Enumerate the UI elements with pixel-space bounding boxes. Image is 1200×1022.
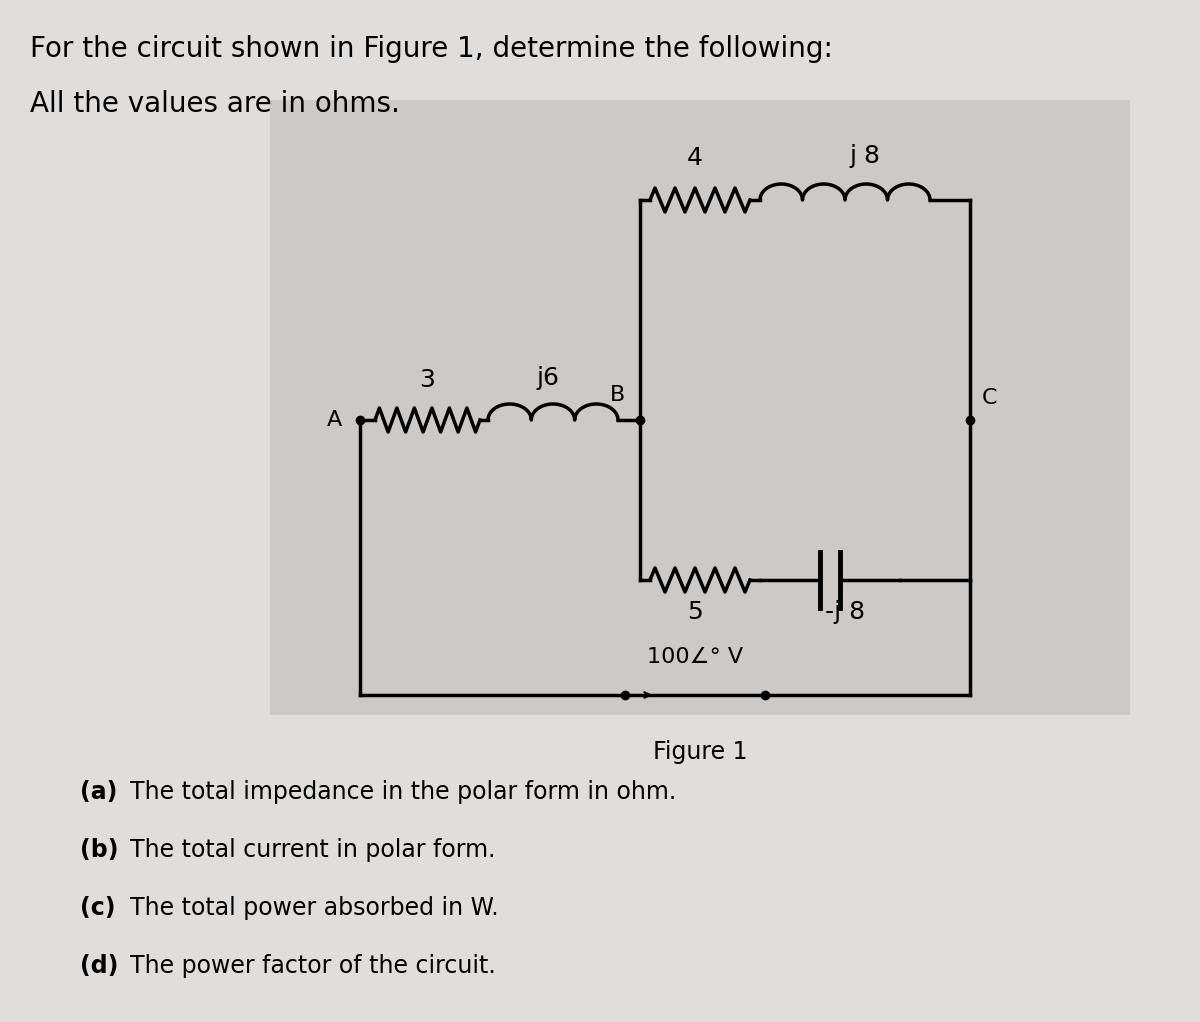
- Text: -j 8: -j 8: [824, 600, 865, 624]
- Text: (d): (d): [80, 954, 119, 978]
- Text: C: C: [982, 388, 997, 408]
- Text: 100∠° V: 100∠° V: [647, 647, 743, 667]
- Text: 5: 5: [688, 600, 703, 624]
- FancyBboxPatch shape: [270, 100, 1130, 715]
- Text: 3: 3: [420, 368, 436, 392]
- Text: j 8: j 8: [850, 144, 881, 168]
- Text: A: A: [326, 410, 342, 430]
- Text: The total current in polar form.: The total current in polar form.: [130, 838, 496, 862]
- Text: 4: 4: [686, 146, 703, 170]
- Text: The total impedance in the polar form in ohm.: The total impedance in the polar form in…: [130, 780, 677, 804]
- Text: For the circuit shown in Figure 1, determine the following:: For the circuit shown in Figure 1, deter…: [30, 35, 833, 63]
- Text: (c): (c): [80, 896, 115, 920]
- Text: (b): (b): [80, 838, 119, 862]
- Text: j6: j6: [536, 366, 559, 390]
- Text: The total power absorbed in W.: The total power absorbed in W.: [130, 896, 499, 920]
- Text: B: B: [610, 385, 625, 405]
- Text: All the values are in ohms.: All the values are in ohms.: [30, 90, 400, 118]
- Text: The power factor of the circuit.: The power factor of the circuit.: [130, 954, 496, 978]
- Text: (a): (a): [80, 780, 118, 804]
- Text: Figure 1: Figure 1: [653, 740, 748, 764]
